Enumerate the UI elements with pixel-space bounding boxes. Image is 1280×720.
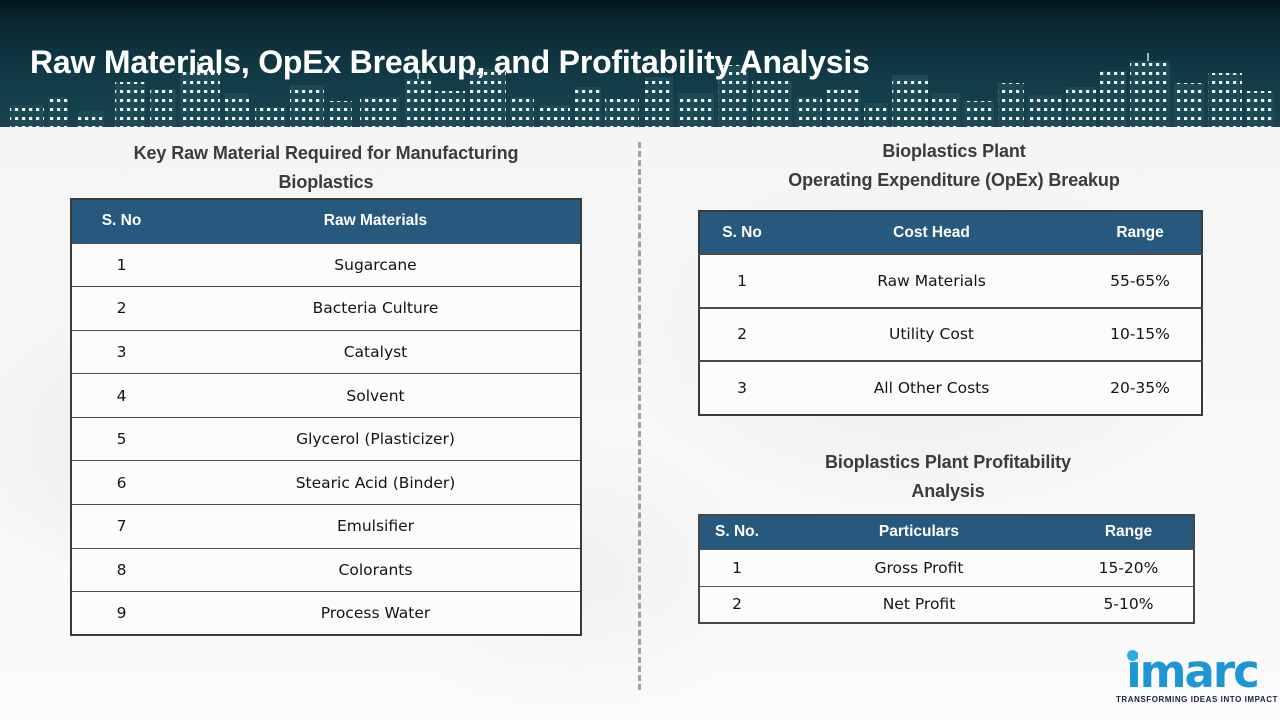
- column-header-range: Range: [1079, 211, 1202, 254]
- table-row: 1 Gross Profit 15-20%: [699, 548, 1194, 586]
- table-row: 9 Process Water: [71, 591, 581, 636]
- cell-sno: 1: [71, 242, 171, 287]
- table-row: 5 Glycerol (Plasticizer): [71, 416, 581, 461]
- cell-range: 55-65%: [1079, 253, 1202, 308]
- cell-sno: 3: [699, 360, 784, 415]
- imarc-logo-text: imarc: [1126, 645, 1260, 698]
- table-header-row: S. No Cost Head Range: [699, 211, 1202, 254]
- column-header-sno: S. No.: [699, 515, 774, 549]
- table-row: 2 Bacteria Culture: [71, 286, 581, 331]
- cell-material: Catalyst: [171, 329, 581, 374]
- cell-material: Emulsifier: [171, 504, 581, 549]
- imarc-logo-tagline: TRANSFORMING IDEAS INTO IMPACT: [1116, 695, 1278, 704]
- cell-sno: 1: [699, 253, 784, 308]
- table-row: 2 Utility Cost 10-15%: [699, 306, 1202, 361]
- cell-material: Process Water: [171, 591, 581, 636]
- table-row: 2 Net Profit 5-10%: [699, 585, 1194, 623]
- cell-material: Sugarcane: [171, 242, 581, 287]
- table-row: 3 All Other Costs 20-35%: [699, 360, 1202, 415]
- column-header-raw-materials: Raw Materials: [171, 199, 581, 243]
- opex-title-line2: Operating Expenditure (OpEx) Breakup: [788, 170, 1120, 190]
- column-header-sno: S. No: [71, 199, 171, 243]
- table-row: 3 Catalyst: [71, 329, 581, 374]
- city-skyline-graphic: [10, 53, 1274, 127]
- table-row: 4 Solvent: [71, 373, 581, 418]
- cell-range: 15-20%: [1064, 548, 1194, 586]
- profitability-table-title: Bioplastics Plant Profitability Analysis: [698, 448, 1198, 506]
- cell-sno: 5: [71, 416, 171, 461]
- cell-material: Glycerol (Plasticizer): [171, 416, 581, 461]
- cell-sno: 2: [699, 306, 784, 361]
- profitability-title-line2: Analysis: [911, 481, 985, 501]
- cell-material: Solvent: [171, 373, 581, 418]
- profitability-title-line1: Bioplastics Plant Profitability: [825, 452, 1071, 472]
- left-table-title-line2: Bioplastics: [278, 172, 374, 192]
- table-row: 7 Emulsifier: [71, 504, 581, 549]
- imarc-logo-wordmark: imarc: [1126, 649, 1260, 694]
- slide-header: Raw Materials, OpEx Breakup, and Profita…: [0, 0, 1280, 127]
- cell-material: Bacteria Culture: [171, 286, 581, 331]
- imarc-logo-dot-icon: [1127, 650, 1139, 661]
- column-header-sno: S. No: [699, 211, 784, 254]
- cell-sno: 2: [699, 585, 774, 623]
- cell-particulars: Gross Profit: [774, 548, 1064, 586]
- cell-particulars: Net Profit: [774, 585, 1064, 623]
- column-header-cost-head: Cost Head: [784, 211, 1079, 254]
- opex-table-title: Bioplastics Plant Operating Expenditure …: [658, 137, 1250, 195]
- cell-sno: 7: [71, 504, 171, 549]
- cell-cost-head: All Other Costs: [784, 360, 1079, 415]
- page-title: Raw Materials, OpEx Breakup, and Profita…: [30, 44, 870, 80]
- cell-sno: 4: [71, 373, 171, 418]
- vertical-dashed-divider: [638, 142, 641, 690]
- raw-materials-table: S. No Raw Materials 1 Sugarcane 2 Bacteria…: [70, 198, 582, 637]
- cell-sno: 9: [71, 591, 171, 636]
- profitability-table: S. No. Particulars Range 1 Gross Profit 15…: [698, 514, 1195, 624]
- cell-sno: 6: [71, 460, 171, 505]
- table-row: 1 Sugarcane: [71, 242, 581, 287]
- table-row: 1 Raw Materials 55-65%: [699, 253, 1202, 308]
- cell-sno: 8: [71, 547, 171, 592]
- cell-range: 10-15%: [1079, 306, 1202, 361]
- column-header-particulars: Particulars: [774, 515, 1064, 549]
- cell-material: Colorants: [171, 547, 581, 592]
- cell-material: Stearic Acid (Binder): [171, 460, 581, 505]
- table-header-row: S. No Raw Materials: [71, 199, 581, 243]
- cell-sno: 2: [71, 286, 171, 331]
- left-table-title: Key Raw Material Required for Manufactur…: [70, 139, 582, 197]
- imarc-logo: imarc TRANSFORMING IDEAS INTO IMPACT: [1116, 649, 1278, 704]
- opex-title-line1: Bioplastics Plant: [882, 141, 1026, 161]
- left-table-title-line1: Key Raw Material Required for Manufactur…: [133, 143, 519, 163]
- cell-range: 20-35%: [1079, 360, 1202, 415]
- cell-sno: 1: [699, 548, 774, 586]
- cell-cost-head: Raw Materials: [784, 253, 1079, 308]
- opex-breakup-table: S. No Cost Head Range 1 Raw Materials 55-6…: [698, 210, 1203, 416]
- cell-range: 5-10%: [1064, 585, 1194, 623]
- column-header-range: Range: [1064, 515, 1194, 549]
- table-row: 8 Colorants: [71, 547, 581, 592]
- cell-cost-head: Utility Cost: [784, 306, 1079, 361]
- cell-sno: 3: [71, 329, 171, 374]
- table-header-row: S. No. Particulars Range: [699, 515, 1194, 549]
- table-row: 6 Stearic Acid (Binder): [71, 460, 581, 505]
